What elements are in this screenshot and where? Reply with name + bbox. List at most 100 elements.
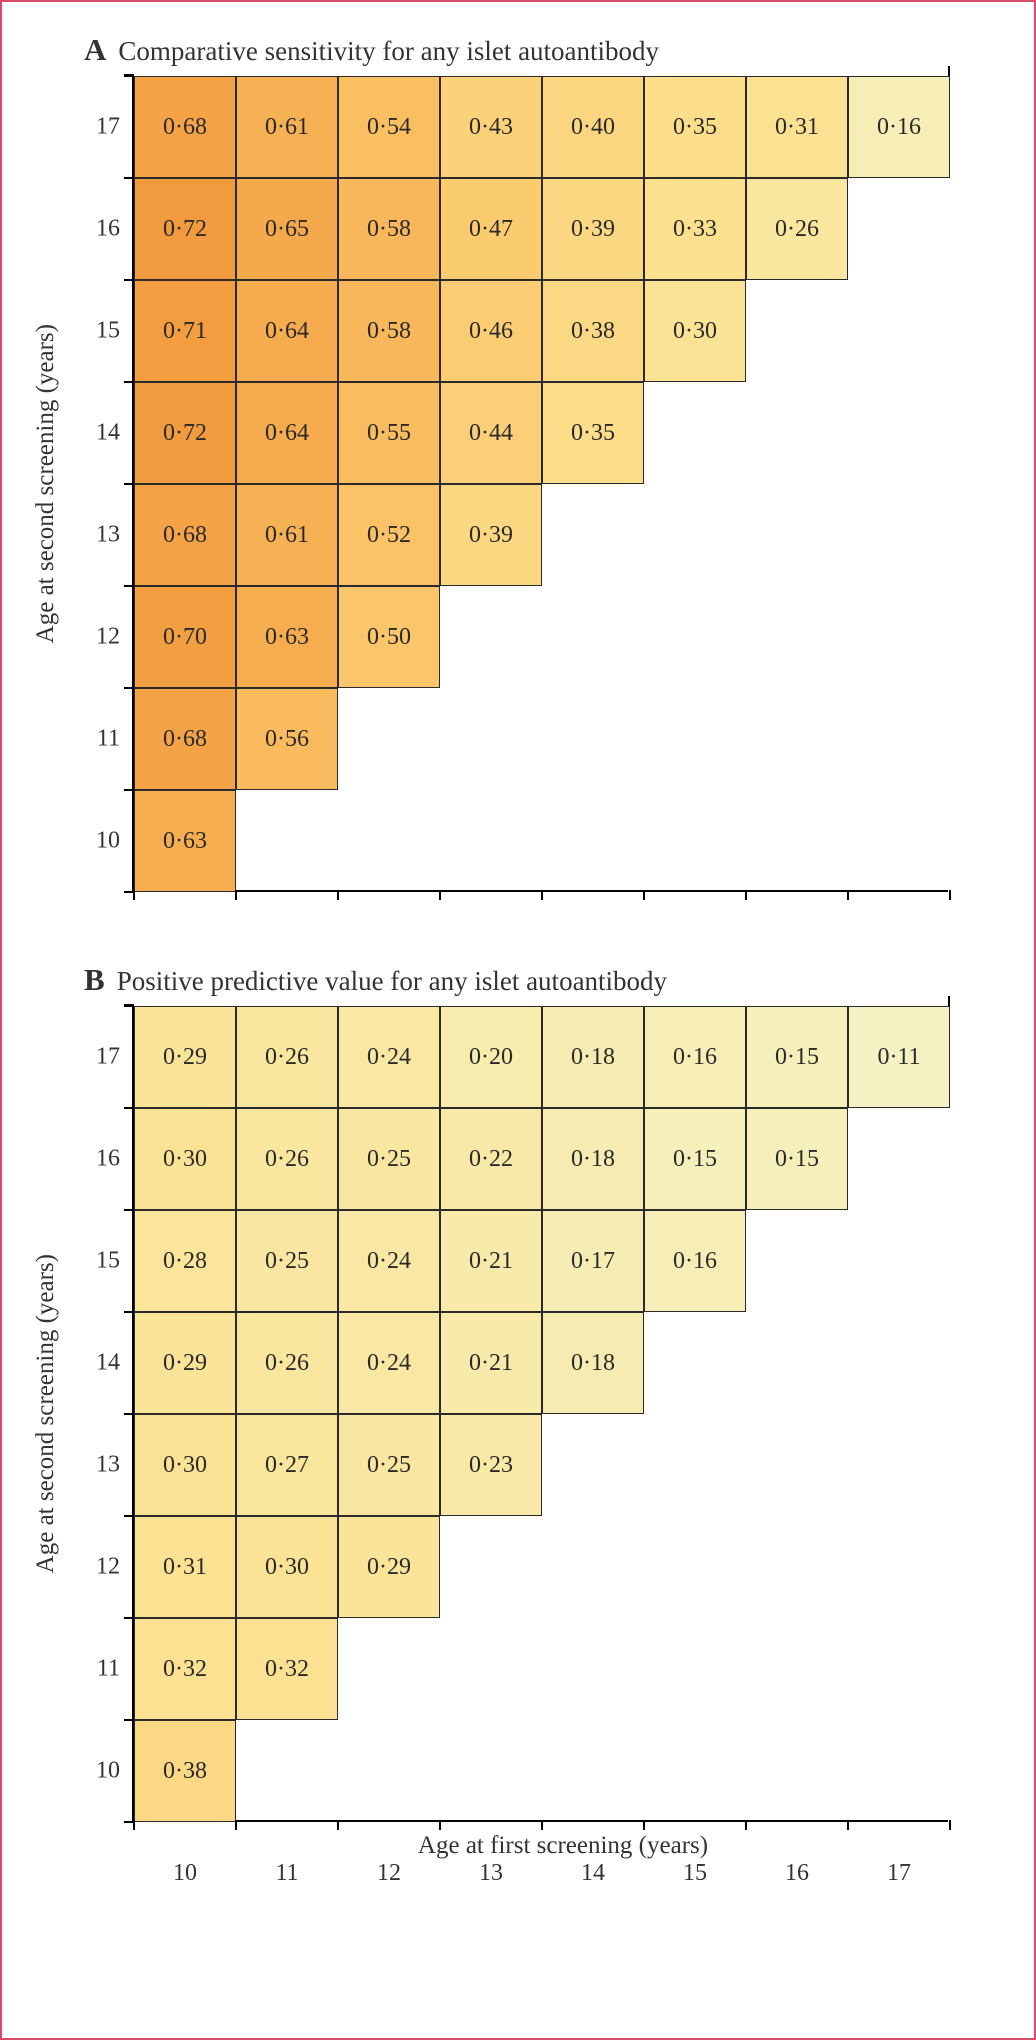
heatmap-cell: 0·27: [236, 1414, 338, 1516]
heatmap-cell: 0·24: [338, 1312, 440, 1414]
y-tick-mark: [124, 483, 134, 485]
panel-a-title: AComparative sensitivity for any islet a…: [32, 32, 994, 68]
x-tick-mark: [235, 1820, 237, 1830]
y-tick-mark: [124, 1413, 134, 1415]
panel-a-y-label: Age at second screening (years): [32, 324, 72, 643]
panel-a-plot-area: 0·680·610·540·430·400·350·310·160·720·65…: [132, 76, 948, 892]
heatmap-cell: 0·18: [542, 1108, 644, 1210]
y-tick-label: 10: [78, 828, 120, 855]
y-tick-mark: [124, 75, 134, 77]
heatmap-cell: 0·46: [440, 280, 542, 382]
heatmap-cell: 0·56: [236, 688, 338, 790]
x-tick-label: 17: [887, 1860, 911, 1887]
heatmap-cell: 0·16: [644, 1210, 746, 1312]
y-tick-mark: [124, 381, 134, 383]
heatmap-cell: 0·25: [338, 1108, 440, 1210]
y-tick-label: 16: [78, 216, 120, 243]
heatmap-cell: 0·68: [134, 484, 236, 586]
heatmap-cell: 0·22: [440, 1108, 542, 1210]
heatmap-cell: 0·30: [236, 1516, 338, 1618]
heatmap-cell: 0·52: [338, 484, 440, 586]
panel-b-plot-wrap: Age at second screening (years) 0·290·26…: [32, 1006, 994, 1822]
y-tick-mark: [124, 1617, 134, 1619]
y-tick-mark: [124, 1311, 134, 1313]
x-tick-mark: [337, 1820, 339, 1830]
heatmap-cell: 0·31: [134, 1516, 236, 1618]
panel-b-letter: B: [84, 962, 105, 997]
y-tick-mark: [124, 177, 134, 179]
heatmap-cell: 0·58: [338, 280, 440, 382]
heatmap-cell: 0·70: [134, 586, 236, 688]
panel-b-x-label: Age at first screening (years): [32, 1832, 994, 1860]
y-tick-mark: [124, 1005, 134, 1007]
heatmap-cell: 0·38: [134, 1720, 236, 1822]
heatmap-cell: 0·40: [542, 76, 644, 178]
x-tick-mark: [949, 1820, 951, 1830]
heatmap-cell: 0·21: [440, 1210, 542, 1312]
y-tick-label: 13: [78, 522, 120, 549]
x-tick-mark: [439, 890, 441, 900]
heatmap-cell: 0·30: [644, 280, 746, 382]
x-tick-mark: [133, 1820, 135, 1830]
heatmap-cell: 0·71: [134, 280, 236, 382]
y-tick-mark: [124, 1209, 134, 1211]
heatmap-cell: 0·44: [440, 382, 542, 484]
heatmap-cell: 0·29: [134, 1312, 236, 1414]
y-tick-label: 12: [78, 624, 120, 651]
heatmap-cell: 0·21: [440, 1312, 542, 1414]
x-tick-mark: [643, 1820, 645, 1830]
y-tick-label: 11: [78, 726, 120, 753]
x-tick-label: 10: [173, 1860, 197, 1887]
panel-b-plot-area: 0·290·260·240·200·180·160·150·110·300·26…: [132, 1006, 948, 1822]
heatmap-cell: 0·24: [338, 1006, 440, 1108]
x-tick-mark: [745, 1820, 747, 1830]
heatmap-cell: 0·25: [236, 1210, 338, 1312]
y-tick-mark: [124, 1719, 134, 1721]
panel-a-grid-inner: 0·680·610·540·430·400·350·310·160·720·65…: [134, 76, 950, 892]
x-tick-mark: [541, 1820, 543, 1830]
x-tick-mark: [439, 1820, 441, 1830]
y-tick-label: 16: [78, 1146, 120, 1173]
y-tick-label: 13: [78, 1452, 120, 1479]
y-tick-label: 10: [78, 1758, 120, 1785]
y-tick-mark: [124, 279, 134, 281]
axis-top-right-mark: [948, 996, 950, 1006]
heatmap-cell: 0·16: [644, 1006, 746, 1108]
x-tick-mark: [745, 890, 747, 900]
heatmap-cell: 0·23: [440, 1414, 542, 1516]
y-tick-label: 17: [78, 1044, 120, 1071]
heatmap-cell: 0·68: [134, 688, 236, 790]
x-tick-label: 16: [785, 1860, 809, 1887]
x-tick-mark: [133, 890, 135, 900]
heatmap-cell: 0·33: [644, 178, 746, 280]
heatmap-cell: 0·32: [134, 1618, 236, 1720]
panel-a: AComparative sensitivity for any islet a…: [32, 32, 994, 892]
panel-a-plot-wrap: Age at second screening (years) 0·680·61…: [32, 76, 994, 892]
heatmap-cell: 0·30: [134, 1414, 236, 1516]
panel-b-grid-inner: 0·290·260·240·200·180·160·150·110·300·26…: [134, 1006, 950, 1822]
heatmap-cell: 0·58: [338, 178, 440, 280]
heatmap-cell: 0·54: [338, 76, 440, 178]
heatmap-cell: 0·15: [746, 1108, 848, 1210]
heatmap-cell: 0·35: [644, 76, 746, 178]
y-tick-label: 12: [78, 1554, 120, 1581]
heatmap-cell: 0·39: [440, 484, 542, 586]
y-tick-label: 14: [78, 1350, 120, 1377]
heatmap-cell: 0·61: [236, 484, 338, 586]
heatmap-cell: 0·64: [236, 382, 338, 484]
axis-top-right-mark: [948, 66, 950, 76]
y-tick-label: 15: [78, 1248, 120, 1275]
x-tick-mark: [541, 890, 543, 900]
heatmap-cell: 0·18: [542, 1006, 644, 1108]
y-tick-mark: [124, 789, 134, 791]
panel-b-grid: 0·290·260·240·200·180·160·150·110·300·26…: [132, 1006, 948, 1822]
heatmap-cell: 0·35: [542, 382, 644, 484]
panel-b-title: BPositive predictive value for any islet…: [32, 962, 994, 998]
heatmap-cell: 0·17: [542, 1210, 644, 1312]
y-tick-mark: [124, 585, 134, 587]
x-tick-mark: [643, 890, 645, 900]
heatmap-cell: 0·11: [848, 1006, 950, 1108]
x-tick-label: 14: [581, 1860, 605, 1887]
heatmap-cell: 0·29: [338, 1516, 440, 1618]
heatmap-cell: 0·38: [542, 280, 644, 382]
